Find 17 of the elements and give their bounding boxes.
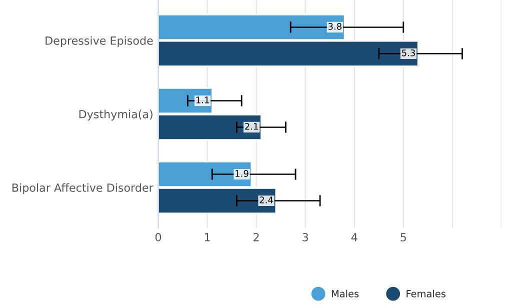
data-label: 3.8 bbox=[328, 22, 342, 30]
y-tick-label: Depressive Episode bbox=[46, 36, 153, 47]
data-label: 2.4 bbox=[260, 196, 273, 204]
x-tick-label: 5 bbox=[400, 233, 406, 242]
x-tick-label: 0 bbox=[155, 232, 162, 242]
x-tick-label: 4 bbox=[351, 233, 358, 242]
x-tick-label: 2 bbox=[254, 232, 259, 242]
data-label: 2.1 bbox=[245, 122, 258, 130]
x-tick-label: 1 bbox=[204, 233, 210, 242]
x-tick-label: 3 bbox=[302, 232, 308, 242]
y-tick-label: Dysthymia(a) bbox=[79, 110, 152, 120]
y-tick-label: Bipolar Affective Disorder bbox=[12, 183, 154, 194]
legend-label: Females bbox=[406, 290, 446, 298]
data-label: 1.9 bbox=[236, 170, 248, 177]
legend-label: Males bbox=[332, 290, 359, 298]
data-label: 5.3 bbox=[402, 49, 415, 56]
data-label: 1.1 bbox=[196, 96, 209, 104]
